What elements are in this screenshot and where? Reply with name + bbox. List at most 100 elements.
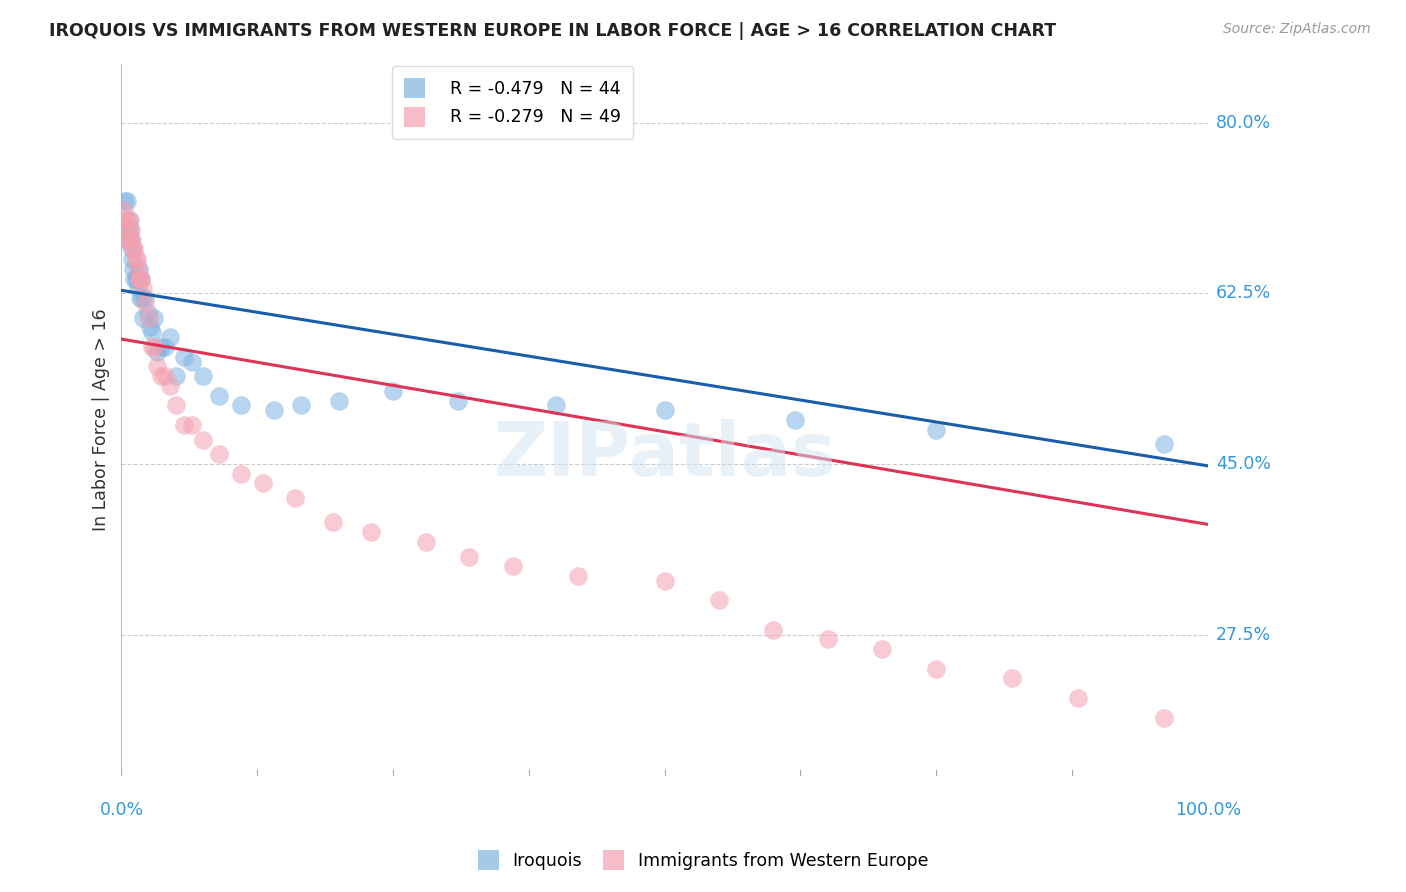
Point	[118, 213, 141, 227]
Point	[173, 350, 195, 364]
Point	[925, 423, 948, 437]
Point	[817, 632, 839, 647]
Point	[382, 384, 405, 398]
Point	[1001, 672, 1024, 686]
Point	[1066, 691, 1088, 706]
Point	[322, 516, 344, 530]
Point	[208, 389, 231, 403]
Point	[149, 369, 172, 384]
Point	[1153, 437, 1175, 451]
Point	[1153, 710, 1175, 724]
Point	[115, 194, 138, 208]
Point	[127, 261, 149, 276]
Point	[141, 325, 163, 339]
Point	[762, 623, 785, 637]
Point	[128, 271, 150, 285]
Text: 27.5%: 27.5%	[1216, 625, 1271, 644]
Point	[114, 233, 136, 247]
Point	[229, 398, 252, 412]
Point	[134, 296, 156, 310]
Point	[415, 535, 437, 549]
Point	[124, 271, 146, 285]
Point	[120, 213, 142, 227]
Point	[458, 549, 481, 564]
Point	[925, 662, 948, 676]
Point	[129, 271, 152, 285]
Point	[124, 243, 146, 257]
Point	[122, 261, 145, 276]
Point	[159, 379, 181, 393]
Point	[502, 559, 524, 574]
Point	[127, 281, 149, 295]
Legend: Iroquois, Immigrants from Western Europe: Iroquois, Immigrants from Western Europe	[470, 841, 936, 879]
Text: 45.0%: 45.0%	[1216, 455, 1271, 473]
Point	[143, 340, 166, 354]
Point	[114, 194, 136, 208]
Point	[121, 252, 143, 266]
Point	[134, 291, 156, 305]
Point	[125, 252, 148, 266]
Point	[146, 344, 169, 359]
Point	[159, 330, 181, 344]
Point	[128, 261, 150, 276]
Point	[117, 223, 139, 237]
Point	[146, 359, 169, 374]
Point	[153, 369, 176, 384]
Point	[138, 320, 160, 334]
Point	[120, 223, 142, 237]
Text: 0.0%: 0.0%	[100, 801, 143, 819]
Point	[138, 310, 160, 325]
Point	[654, 574, 676, 588]
Text: ZIPatlas: ZIPatlas	[494, 419, 837, 492]
Point	[191, 369, 214, 384]
Point	[129, 271, 152, 285]
Point	[181, 354, 204, 368]
Point	[360, 525, 382, 540]
Point	[284, 491, 307, 505]
Point	[252, 476, 274, 491]
Text: IROQUOIS VS IMMIGRANTS FROM WESTERN EUROPE IN LABOR FORCE | AGE > 16 CORRELATION: IROQUOIS VS IMMIGRANTS FROM WESTERN EURO…	[49, 22, 1056, 40]
Point	[229, 467, 252, 481]
Point	[165, 398, 187, 412]
Point	[181, 417, 204, 432]
Point	[129, 291, 152, 305]
Point	[191, 433, 214, 447]
Point	[124, 252, 146, 266]
Point	[132, 281, 155, 295]
Point	[121, 233, 143, 247]
Point	[129, 271, 152, 285]
Point	[131, 291, 153, 305]
Point	[783, 413, 806, 427]
Point	[447, 393, 470, 408]
Point	[125, 271, 148, 285]
Text: Source: ZipAtlas.com: Source: ZipAtlas.com	[1223, 22, 1371, 37]
Point	[544, 398, 567, 412]
Point	[263, 403, 285, 417]
Point	[173, 417, 195, 432]
Text: 62.5%: 62.5%	[1216, 285, 1271, 302]
Point	[122, 243, 145, 257]
Point	[118, 233, 141, 247]
Point	[149, 340, 172, 354]
Point	[121, 243, 143, 257]
Point	[124, 271, 146, 285]
Text: 100.0%: 100.0%	[1175, 801, 1241, 819]
Point	[120, 233, 142, 247]
Point	[115, 223, 138, 237]
Point	[153, 340, 176, 354]
Point	[114, 213, 136, 227]
Point	[290, 398, 312, 412]
Point	[132, 310, 155, 325]
Y-axis label: In Labor Force | Age > 16: In Labor Force | Age > 16	[93, 309, 110, 532]
Point	[141, 340, 163, 354]
Point	[117, 233, 139, 247]
Point	[870, 642, 893, 657]
Text: 80.0%: 80.0%	[1216, 113, 1271, 132]
Point	[120, 223, 142, 237]
Point	[208, 447, 231, 461]
Legend:   R = -0.479   N = 44,   R = -0.279   N = 49: R = -0.479 N = 44, R = -0.279 N = 49	[392, 66, 633, 139]
Point	[567, 569, 589, 583]
Point	[143, 310, 166, 325]
Point	[136, 306, 159, 320]
Point	[112, 203, 135, 218]
